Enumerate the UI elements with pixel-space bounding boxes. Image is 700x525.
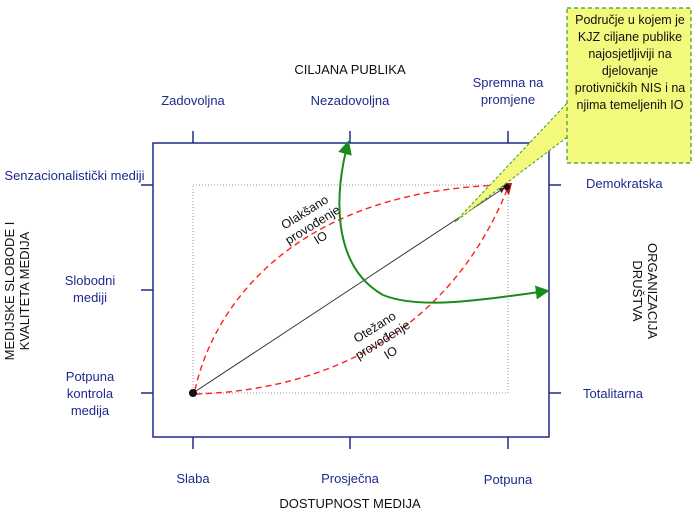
right-axis-title: ORGANIZACIJA DRUŠTVA [630, 242, 660, 340]
bottom-axis-title: DOSTUPNOST MEDIJA [279, 496, 421, 511]
right-tick-label-1: Demokratska [586, 176, 663, 191]
top-tick-label-3: Spremna na promjene [472, 75, 544, 107]
left-axis-title: MEDIJSKE SLOBODE I KVALITETA MEDIJA [2, 221, 32, 361]
end-point-dot [504, 184, 510, 190]
callout-text: Područje u kojem je KJZ ciljane publike … [574, 13, 686, 112]
upper-dashed-curve [194, 184, 506, 391]
left-tick-label-1: Senzacionalistički mediji [4, 168, 145, 183]
start-point-marker [189, 389, 197, 397]
top-tick-label-1: Zadovoljna [161, 93, 225, 108]
callout-pointer [454, 98, 571, 223]
inner-dotted-frame [192, 184, 509, 394]
diagonal-line [192, 187, 506, 394]
lower-dashed-curve [195, 189, 508, 395]
green-curved-arrow-lower [382, 285, 550, 304]
green-curved-arrow [338, 140, 384, 296]
top-tick-label-2: Nezadovoljna [310, 93, 390, 108]
callout-box [566, 7, 692, 164]
left-tick-label-2: Slobodni mediji [64, 273, 116, 305]
right-tick-label-2: Totalitarna [583, 386, 643, 401]
left-tick-label-3: Potpuna kontrola medija [65, 369, 115, 418]
bottom-tick-label-3: Potpuna [483, 472, 533, 487]
top-axis-title: CILJANA PUBLIKA [294, 62, 406, 77]
bottom-tick-label-1: Slaba [176, 471, 210, 486]
bottom-tick-label-2: Prosječna [321, 471, 379, 486]
